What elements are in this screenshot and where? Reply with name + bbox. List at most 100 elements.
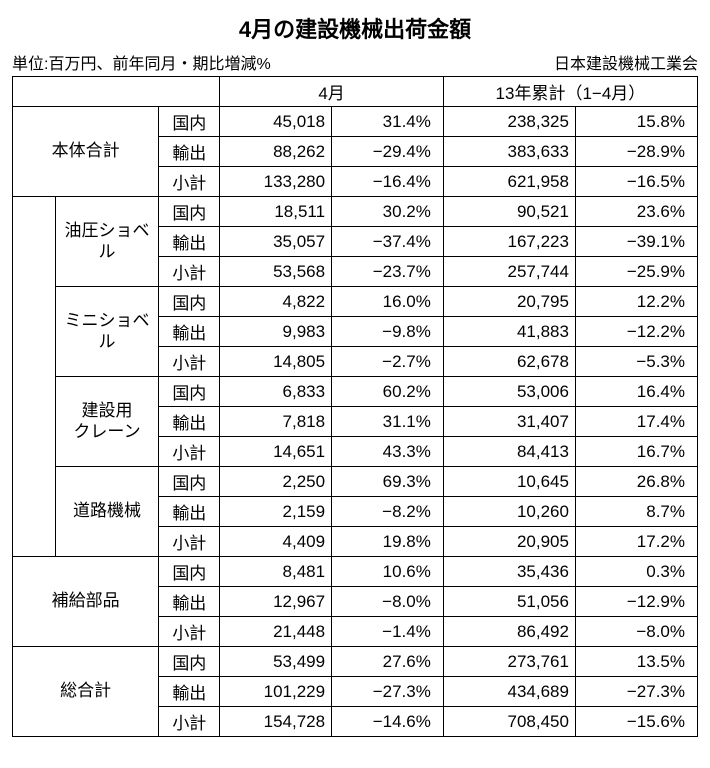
value-month: 2,159 <box>220 497 332 527</box>
value-ytd: 257,744 <box>443 257 575 287</box>
pct-ytd: −16.5% <box>575 167 697 197</box>
pct-ytd: −5.3% <box>575 347 697 377</box>
pct-month: −37.4% <box>332 227 444 257</box>
subcategory-cell: 国内 <box>159 647 220 677</box>
pct-ytd: −39.1% <box>575 227 697 257</box>
subcategory-cell: 小計 <box>159 437 220 467</box>
pct-month: 16.0% <box>332 287 444 317</box>
value-month: 9,983 <box>220 317 332 347</box>
pct-month: −14.6% <box>332 707 444 737</box>
category-cell: 油圧ショベ ル <box>55 197 159 287</box>
value-ytd: 167,223 <box>443 227 575 257</box>
pct-month: 43.3% <box>332 437 444 467</box>
value-month: 35,057 <box>220 227 332 257</box>
value-month: 8,481 <box>220 557 332 587</box>
value-month: 18,511 <box>220 197 332 227</box>
subcategory-cell: 小計 <box>159 617 220 647</box>
value-month: 53,499 <box>220 647 332 677</box>
subcategory-cell: 小計 <box>159 347 220 377</box>
table-row: 油圧ショベ ル国内18,51130.2%90,52123.6% <box>13 197 698 227</box>
shipment-table: 4月 13年累計（1−4月） 本体合計国内45,01831.4%238,3251… <box>12 76 698 737</box>
table-header-row: 4月 13年累計（1−4月） <box>13 77 698 107</box>
table-row: 補給部品国内8,48110.6%35,4360.3% <box>13 557 698 587</box>
pct-month: −2.7% <box>332 347 444 377</box>
pct-month: 30.2% <box>332 197 444 227</box>
table-row: ミニショベル国内4,82216.0%20,79512.2% <box>13 287 698 317</box>
value-ytd: 86,492 <box>443 617 575 647</box>
subcategory-cell: 国内 <box>159 377 220 407</box>
pct-month: −8.2% <box>332 497 444 527</box>
table-row: 総合計国内53,49927.6%273,76113.5% <box>13 647 698 677</box>
category-cell: 建設用 クレーン <box>55 377 159 467</box>
table-row: 建設用 クレーン国内6,83360.2%53,00616.4% <box>13 377 698 407</box>
pct-ytd: 13.5% <box>575 647 697 677</box>
pct-ytd: −15.6% <box>575 707 697 737</box>
value-ytd: 41,883 <box>443 317 575 347</box>
pct-ytd: 17.4% <box>575 407 697 437</box>
pct-month: −27.3% <box>332 677 444 707</box>
subheader-row: 単位:百万円、前年同月・期比増減% 日本建設機械工業会 <box>12 50 698 74</box>
value-month: 21,448 <box>220 617 332 647</box>
header-blank <box>13 77 220 107</box>
category-cell: 総合計 <box>13 647 159 737</box>
pct-ytd: −12.9% <box>575 587 697 617</box>
category-cell: 本体合計 <box>13 107 159 197</box>
pct-ytd: 16.7% <box>575 437 697 467</box>
value-month: 154,728 <box>220 707 332 737</box>
pct-month: −1.4% <box>332 617 444 647</box>
category-cell: ミニショベル <box>55 287 159 377</box>
pct-month: 31.4% <box>332 107 444 137</box>
subcategory-cell: 輸出 <box>159 317 220 347</box>
subcategory-cell: 輸出 <box>159 587 220 617</box>
value-ytd: 273,761 <box>443 647 575 677</box>
pct-ytd: −25.9% <box>575 257 697 287</box>
pct-ytd: −27.3% <box>575 677 697 707</box>
indent-spacer <box>13 197 56 557</box>
value-ytd: 383,633 <box>443 137 575 167</box>
subcategory-cell: 国内 <box>159 107 220 137</box>
pct-ytd: 0.3% <box>575 557 697 587</box>
pct-month: −16.4% <box>332 167 444 197</box>
value-month: 45,018 <box>220 107 332 137</box>
subcategory-cell: 国内 <box>159 467 220 497</box>
subcategory-cell: 輸出 <box>159 227 220 257</box>
pct-month: −29.4% <box>332 137 444 167</box>
pct-ytd: 23.6% <box>575 197 697 227</box>
pct-ytd: 15.8% <box>575 107 697 137</box>
value-month: 14,651 <box>220 437 332 467</box>
pct-month: 19.8% <box>332 527 444 557</box>
subcategory-cell: 国内 <box>159 287 220 317</box>
value-ytd: 20,905 <box>443 527 575 557</box>
value-month: 101,229 <box>220 677 332 707</box>
subcategory-cell: 小計 <box>159 527 220 557</box>
pct-month: −9.8% <box>332 317 444 347</box>
value-month: 14,805 <box>220 347 332 377</box>
pct-month: 10.6% <box>332 557 444 587</box>
pct-ytd: 8.7% <box>575 497 697 527</box>
pct-ytd: 16.4% <box>575 377 697 407</box>
value-month: 7,818 <box>220 407 332 437</box>
pct-month: 31.1% <box>332 407 444 437</box>
value-month: 4,822 <box>220 287 332 317</box>
value-ytd: 434,689 <box>443 677 575 707</box>
table-row: 本体合計国内45,01831.4%238,32515.8% <box>13 107 698 137</box>
value-month: 2,250 <box>220 467 332 497</box>
header-ytd: 13年累計（1−4月） <box>443 77 697 107</box>
pct-ytd: −8.0% <box>575 617 697 647</box>
value-month: 88,262 <box>220 137 332 167</box>
value-month: 53,568 <box>220 257 332 287</box>
value-ytd: 35,436 <box>443 557 575 587</box>
value-month: 133,280 <box>220 167 332 197</box>
value-ytd: 62,678 <box>443 347 575 377</box>
value-ytd: 31,407 <box>443 407 575 437</box>
value-ytd: 90,521 <box>443 197 575 227</box>
pct-month: −23.7% <box>332 257 444 287</box>
pct-month: 27.6% <box>332 647 444 677</box>
value-month: 4,409 <box>220 527 332 557</box>
subcategory-cell: 小計 <box>159 257 220 287</box>
table-row: 道路機械国内2,25069.3%10,64526.8% <box>13 467 698 497</box>
subcategory-cell: 輸出 <box>159 677 220 707</box>
value-ytd: 238,325 <box>443 107 575 137</box>
source-label: 日本建設機械工業会 <box>554 50 698 74</box>
subcategory-cell: 輸出 <box>159 407 220 437</box>
